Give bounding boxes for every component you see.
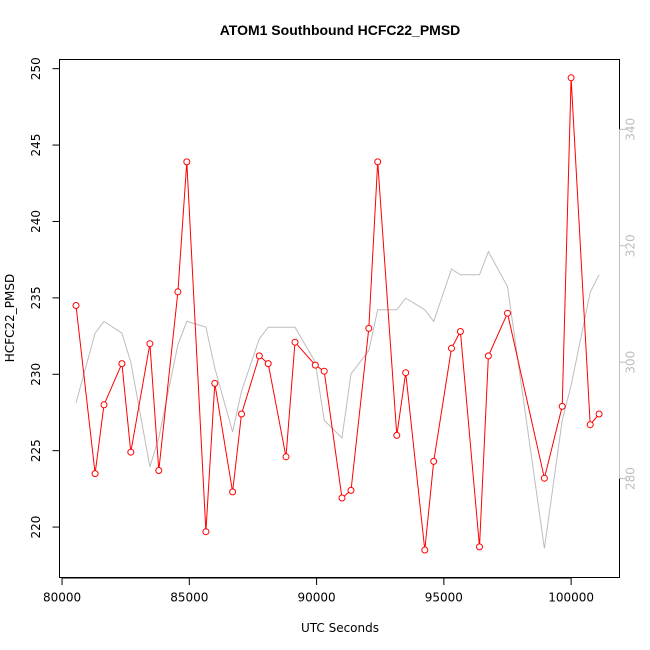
data-point xyxy=(374,158,382,166)
secondary-y-axis: 280 300 320 340 xyxy=(619,118,638,490)
data-point xyxy=(72,302,80,309)
x-axis: 80000 85000 90000 95000 100000 xyxy=(43,577,594,605)
data-point xyxy=(155,467,163,474)
data-point xyxy=(118,360,126,368)
data-point xyxy=(595,410,603,418)
data-point xyxy=(393,431,401,439)
data-point xyxy=(430,457,438,465)
x-tick-label: 80000 xyxy=(43,591,81,605)
data-point xyxy=(255,352,263,360)
secondary-y-tick-label: 280 xyxy=(624,467,638,490)
x-tick-label: 85000 xyxy=(170,591,208,605)
data-point xyxy=(448,344,455,352)
data-point xyxy=(338,494,346,502)
chart-title: ATOM1 Southbound HCFC22_PMSD xyxy=(220,22,461,38)
y-tick-label: 230 xyxy=(29,363,43,386)
secondary-y-tick-label: 340 xyxy=(624,118,638,141)
data-point xyxy=(100,401,108,409)
primary-series-line xyxy=(75,77,600,551)
secondary-y-tick-label: 320 xyxy=(624,234,638,257)
x-tick-label: 100000 xyxy=(548,591,594,605)
data-point xyxy=(127,448,135,456)
x-tick-label: 95000 xyxy=(425,591,463,605)
data-point xyxy=(586,421,594,429)
data-point xyxy=(421,546,429,554)
data-point xyxy=(91,470,99,478)
y-tick-label: 250 xyxy=(29,57,43,80)
data-point xyxy=(146,340,154,348)
data-point xyxy=(365,324,373,332)
data-point xyxy=(540,474,548,482)
data-point xyxy=(558,402,566,410)
data-point xyxy=(229,488,237,496)
data-point xyxy=(264,360,272,368)
x-axis-label: UTC Seconds xyxy=(301,621,379,635)
data-point xyxy=(476,543,483,551)
x-tick-label: 90000 xyxy=(297,591,335,605)
data-point xyxy=(504,309,511,317)
y-tick-label: 225 xyxy=(29,439,43,462)
data-point xyxy=(238,410,245,418)
secondary-y-tick-label: 300 xyxy=(624,351,638,374)
secondary-series-line xyxy=(75,250,600,549)
data-point xyxy=(183,158,191,166)
y-axis: 220 225 230 235 240 245 250 xyxy=(29,57,60,539)
y-tick-label: 240 xyxy=(29,210,43,233)
y-tick-label: 235 xyxy=(29,286,43,309)
data-point xyxy=(402,369,410,377)
series-layer xyxy=(72,74,603,554)
data-point xyxy=(311,361,319,369)
data-point xyxy=(567,74,575,82)
data-point xyxy=(347,486,355,494)
y-tick-label: 245 xyxy=(29,134,43,157)
data-point xyxy=(174,288,182,296)
data-point xyxy=(282,453,290,461)
y-tick-label: 220 xyxy=(29,516,43,539)
y-axis-label: HCFC22_PMSD xyxy=(3,274,17,362)
data-point xyxy=(484,352,492,360)
data-point xyxy=(320,367,328,375)
data-point xyxy=(456,328,464,335)
data-point xyxy=(291,338,299,346)
data-point xyxy=(211,379,219,387)
data-point xyxy=(202,528,210,536)
